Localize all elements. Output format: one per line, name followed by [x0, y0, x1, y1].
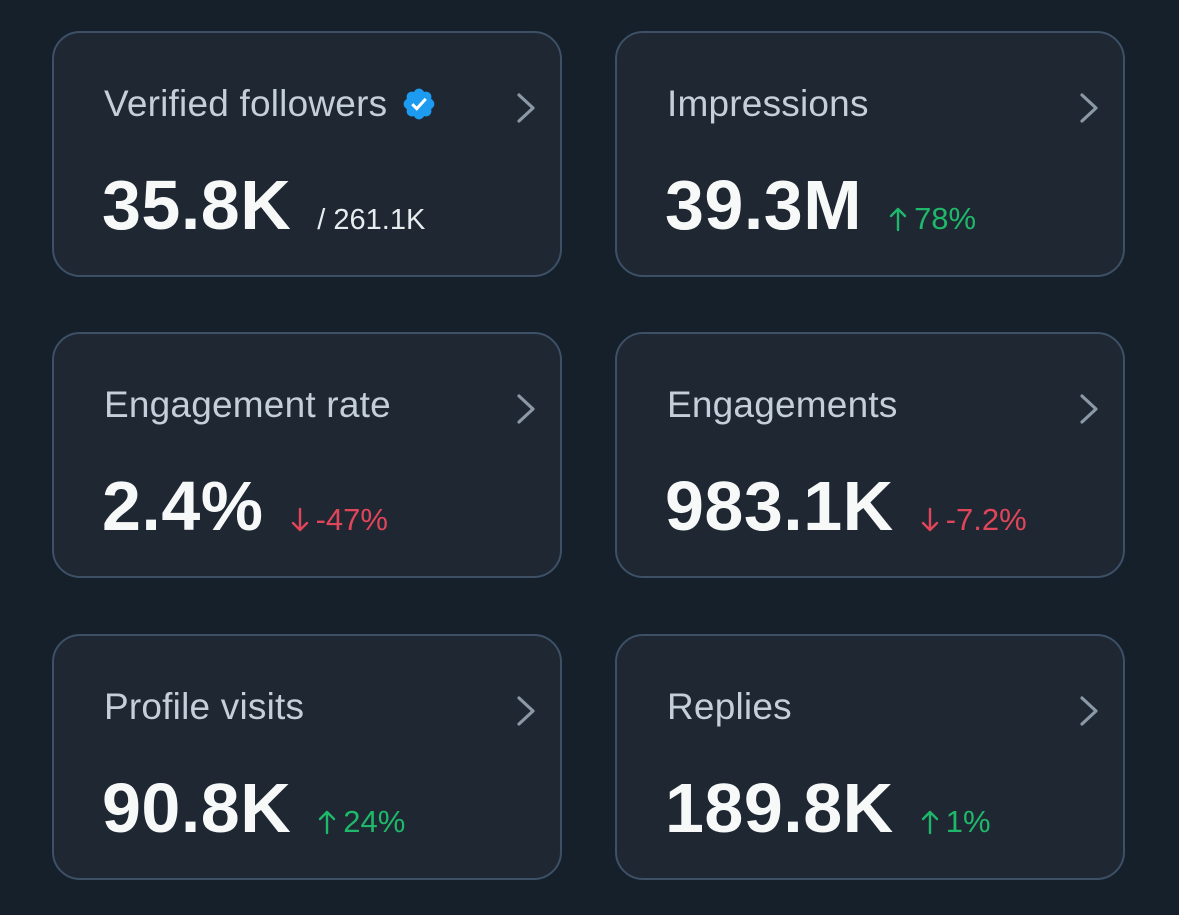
metric-change-text: -7.2% [945, 502, 1027, 537]
metric-value-row: 39.3M 78% [665, 165, 976, 245]
metric-title: Profile visits [104, 686, 304, 728]
metric-value-row: 2.4% -47% [102, 466, 388, 546]
metric-value: 35.8K [102, 166, 292, 244]
metric-title: Verified followers [104, 83, 437, 125]
arrow-down-icon [921, 507, 938, 532]
chevron-right-icon[interactable] [1077, 91, 1101, 125]
metric-value-row: 189.8K 1% [665, 768, 991, 848]
metric-value: 2.4% [102, 467, 264, 545]
metric-change-text: 78% [914, 201, 977, 236]
metric-title: Engagement rate [104, 384, 391, 426]
chevron-right-icon[interactable] [514, 91, 538, 125]
metric-title-text: Engagements [667, 384, 898, 425]
metric-value: 189.8K [665, 769, 894, 847]
metric-card-engagements[interactable]: Engagements 983.1K -7.2% [615, 332, 1125, 578]
metric-title: Engagements [667, 384, 898, 426]
chevron-right-icon[interactable] [1077, 694, 1101, 728]
metric-change-text: 24% [343, 804, 406, 839]
metric-card-verified-followers[interactable]: Verified followers 35.8K / 261.1K [52, 31, 562, 277]
metric-card-replies[interactable]: Replies 189.8K 1% [615, 634, 1125, 880]
metric-value: 983.1K [665, 467, 894, 545]
arrow-up-icon [889, 207, 907, 232]
chevron-right-icon[interactable] [514, 694, 538, 728]
metric-value: 90.8K [102, 769, 292, 847]
arrow-down-icon [291, 507, 308, 532]
metric-card-profile-visits[interactable]: Profile visits 90.8K 24% [52, 634, 562, 880]
metric-title-text: Verified followers [104, 83, 388, 124]
metric-title-text: Engagement rate [104, 384, 391, 425]
arrow-up-icon [319, 810, 336, 835]
chevron-right-icon[interactable] [1077, 392, 1101, 426]
arrow-up-icon [921, 810, 938, 835]
metric-change-text: 1% [945, 804, 991, 839]
metric-title-text: Impressions [667, 83, 869, 124]
chevron-right-icon[interactable] [514, 392, 538, 426]
metric-change: 24% [317, 804, 405, 840]
metric-value-row: 35.8K / 261.1K [102, 165, 425, 245]
metric-value-row: 90.8K 24% [102, 768, 405, 848]
metric-title-text: Replies [667, 686, 792, 727]
metric-value-row: 983.1K -7.2% [665, 466, 1027, 546]
metric-change-text: -47% [315, 502, 388, 537]
metric-value: 39.3M [665, 166, 863, 244]
metric-total: / 261.1K [317, 204, 426, 236]
metric-change: 78% [888, 201, 976, 237]
metric-title: Impressions [667, 83, 869, 125]
verified-badge-icon [403, 88, 435, 120]
metric-change: 1% [920, 804, 991, 840]
metric-card-engagement-rate[interactable]: Engagement rate 2.4% -47% [52, 332, 562, 578]
metric-card-impressions[interactable]: Impressions 39.3M 78% [615, 31, 1125, 277]
metric-title-text: Profile visits [104, 686, 305, 727]
metric-change: -47% [290, 502, 388, 538]
metric-change: -7.2% [920, 502, 1027, 538]
metric-title: Replies [667, 686, 792, 728]
